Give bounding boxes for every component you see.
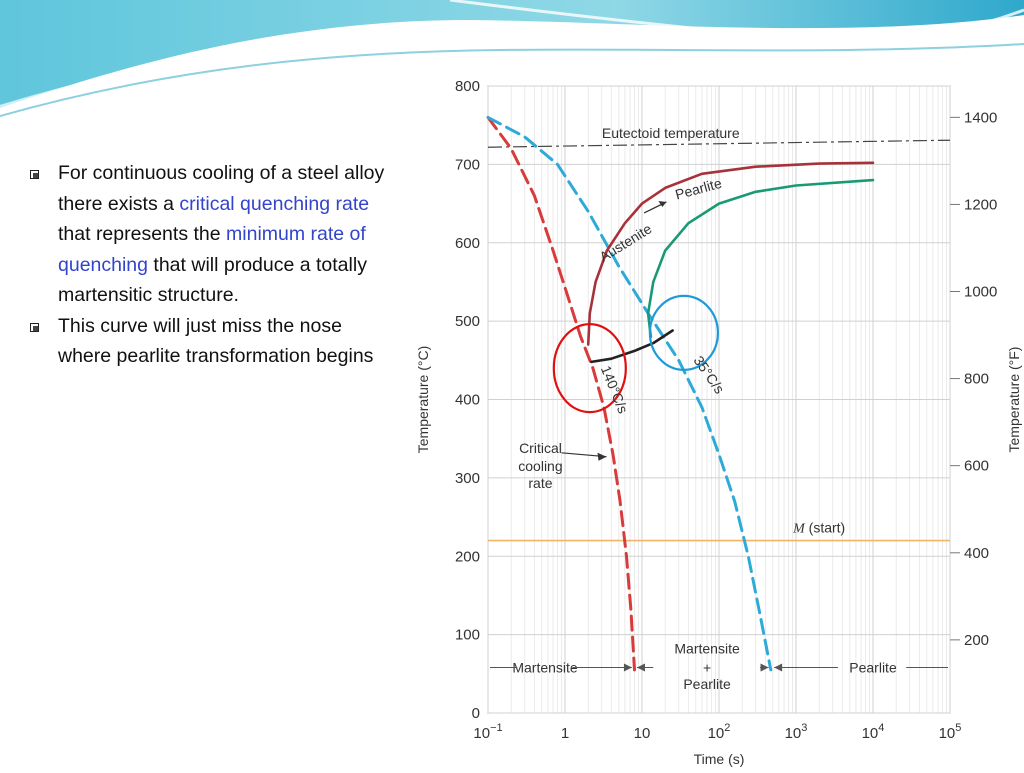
region-mixed-plus: +	[703, 660, 711, 676]
region-arrowhead	[636, 663, 645, 672]
region-arrowhead	[774, 663, 783, 672]
region-arrowhead	[760, 663, 769, 672]
critical-label-line1: Critical	[519, 440, 562, 456]
ms-label: M (start)	[792, 520, 845, 537]
y2-tick-label: 1200	[964, 196, 997, 213]
eutectoid-label: Eutectoid temperature	[602, 125, 740, 141]
bullet-text: For continuous cooling of a steel alloy …	[58, 162, 385, 215]
y2-axis-title: Temperature (°F)	[1006, 347, 1022, 453]
y2-tick-label: 800	[964, 371, 989, 388]
eutectoid-line	[487, 139, 951, 148]
x-tick-label: 1	[561, 725, 569, 742]
x-tick-label: 102	[708, 722, 731, 742]
bullet-text: that represents the	[58, 223, 227, 245]
bullet-text: This curve will just miss the nose where…	[58, 314, 374, 368]
y2-tick-label: 600	[964, 458, 989, 475]
austenite-arrowhead	[658, 200, 667, 207]
x-tick-label: 10−1	[473, 722, 502, 742]
bullet-list: For continuous cooling of a steel alloy …	[30, 158, 390, 372]
critical-arrowhead	[597, 452, 607, 461]
bullet-text: that will produce a totally martensitic …	[58, 253, 367, 307]
y2-tick-label: 200	[964, 632, 989, 649]
curve-pearlite_finish	[646, 178, 875, 339]
highlight-circle-red	[552, 323, 627, 414]
x-tick-label: 103	[785, 722, 808, 742]
critical-label-line2: cooling	[518, 458, 562, 474]
y-tick-label: 300	[455, 470, 480, 487]
highlight-circle-blue	[648, 294, 719, 371]
y-tick-label: 100	[455, 627, 480, 644]
y-tick-label: 800	[455, 78, 480, 95]
y2-tick-label: 1400	[964, 109, 997, 126]
highlighted-term: minimum rate of quenching	[58, 223, 366, 276]
header-wave-decoration	[0, 0, 1024, 117]
x-tick-label: 105	[939, 722, 962, 742]
y2-tick-label: 1000	[964, 283, 997, 300]
y-tick-label: 500	[455, 313, 480, 330]
curve-pearlite_start	[586, 161, 875, 346]
y-axis-title: Temperature (°C)	[415, 346, 431, 454]
chart-svg: 10−1 1 10 102 103 104 105 0 100 200 300 400 500 600 70…	[415, 78, 1022, 767]
x-axis-title: Time (s)	[694, 751, 745, 767]
region-mixed-label-line1: Martensite	[674, 641, 740, 657]
bullet-item: This curve will just miss the nose where…	[30, 311, 390, 372]
critical-label-line3: rate	[528, 475, 552, 491]
highlighted-term: critical quenching rate	[179, 192, 370, 215]
region-mixed-label-line2: Pearlite	[683, 676, 731, 692]
y-tick-label: 0	[472, 705, 480, 722]
region-arrowhead	[623, 663, 632, 672]
bullet-square-icon	[30, 322, 39, 332]
y-tick-label: 200	[455, 548, 480, 565]
x-tick-label: 10	[634, 725, 651, 742]
y-tick-label: 600	[455, 235, 480, 252]
curve-cool140	[486, 115, 636, 672]
y-tick-label: 400	[455, 392, 480, 409]
bullet-item: For continuous cooling of a steel alloy …	[30, 158, 390, 311]
x-tick-label: 104	[862, 722, 885, 742]
curve-cool35	[486, 115, 773, 672]
bullet-square-icon	[30, 170, 39, 179]
region-martensite-label: Martensite	[512, 660, 578, 676]
region-pearlite-label: Pearlite	[849, 660, 897, 676]
y2-tick-label: 400	[964, 545, 989, 562]
ttt-chart: 10−1 1 10 102 103 104 105 0 100 200 300 400 500 600 70…	[405, 70, 1024, 768]
curve-bainite_link	[590, 329, 674, 364]
y-tick-label: 700	[455, 156, 480, 173]
